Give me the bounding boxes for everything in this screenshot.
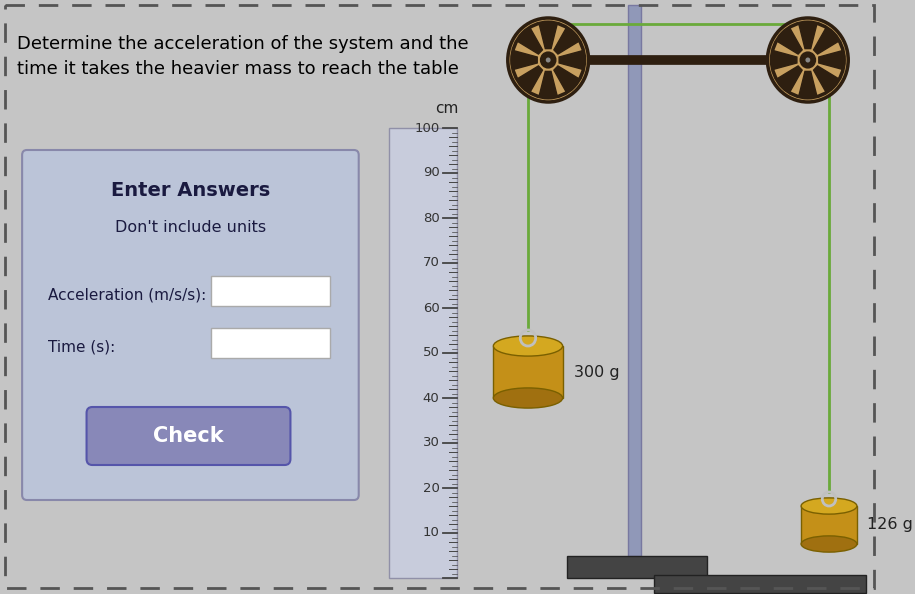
Polygon shape xyxy=(554,28,579,54)
Text: 20: 20 xyxy=(423,482,439,494)
Polygon shape xyxy=(799,23,817,49)
FancyBboxPatch shape xyxy=(87,407,290,465)
Text: 40: 40 xyxy=(423,391,439,405)
Ellipse shape xyxy=(493,388,563,408)
Text: Acceleration (m/s/s):: Acceleration (m/s/s): xyxy=(48,287,207,302)
Text: 70: 70 xyxy=(423,257,439,270)
Bar xyxy=(802,506,856,544)
Polygon shape xyxy=(518,66,543,92)
Polygon shape xyxy=(813,28,838,54)
Text: cm: cm xyxy=(436,101,459,116)
Circle shape xyxy=(508,18,588,102)
Text: Enter Answers: Enter Answers xyxy=(111,181,270,200)
Bar xyxy=(390,128,457,578)
FancyBboxPatch shape xyxy=(22,150,359,500)
FancyBboxPatch shape xyxy=(210,276,330,306)
Bar xyxy=(493,346,563,398)
FancyBboxPatch shape xyxy=(210,328,330,358)
Text: 90: 90 xyxy=(423,166,439,179)
Text: time it takes the heavier mass to reach the table: time it takes the heavier mass to reach … xyxy=(17,60,459,78)
Polygon shape xyxy=(559,50,584,69)
Text: 10: 10 xyxy=(423,526,439,539)
Circle shape xyxy=(805,58,811,62)
Polygon shape xyxy=(772,50,797,69)
Text: 80: 80 xyxy=(423,211,439,225)
Polygon shape xyxy=(512,50,537,69)
Text: 50: 50 xyxy=(423,346,439,359)
Polygon shape xyxy=(777,28,802,54)
Polygon shape xyxy=(799,71,817,97)
Text: Determine the acceleration of the system and the: Determine the acceleration of the system… xyxy=(17,35,468,53)
Polygon shape xyxy=(539,71,557,97)
Text: Don't include units: Don't include units xyxy=(115,220,266,235)
Polygon shape xyxy=(819,50,844,69)
Bar xyxy=(654,575,866,593)
Circle shape xyxy=(801,52,815,68)
Bar xyxy=(628,5,641,556)
Polygon shape xyxy=(777,66,802,92)
Ellipse shape xyxy=(802,498,856,514)
Text: Check: Check xyxy=(153,426,224,446)
Circle shape xyxy=(545,58,551,62)
Polygon shape xyxy=(518,28,543,54)
Circle shape xyxy=(768,18,848,102)
Bar xyxy=(567,556,707,578)
Text: 100: 100 xyxy=(414,122,439,134)
Circle shape xyxy=(541,52,555,68)
Polygon shape xyxy=(554,66,579,92)
Ellipse shape xyxy=(493,336,563,356)
Polygon shape xyxy=(813,66,838,92)
Polygon shape xyxy=(539,23,557,49)
Text: 30: 30 xyxy=(423,437,439,450)
Text: Time (s):: Time (s): xyxy=(48,340,115,355)
Text: 60: 60 xyxy=(423,302,439,314)
Text: 300 g: 300 g xyxy=(574,365,619,380)
Text: 126 g: 126 g xyxy=(867,517,912,532)
Ellipse shape xyxy=(802,536,856,552)
